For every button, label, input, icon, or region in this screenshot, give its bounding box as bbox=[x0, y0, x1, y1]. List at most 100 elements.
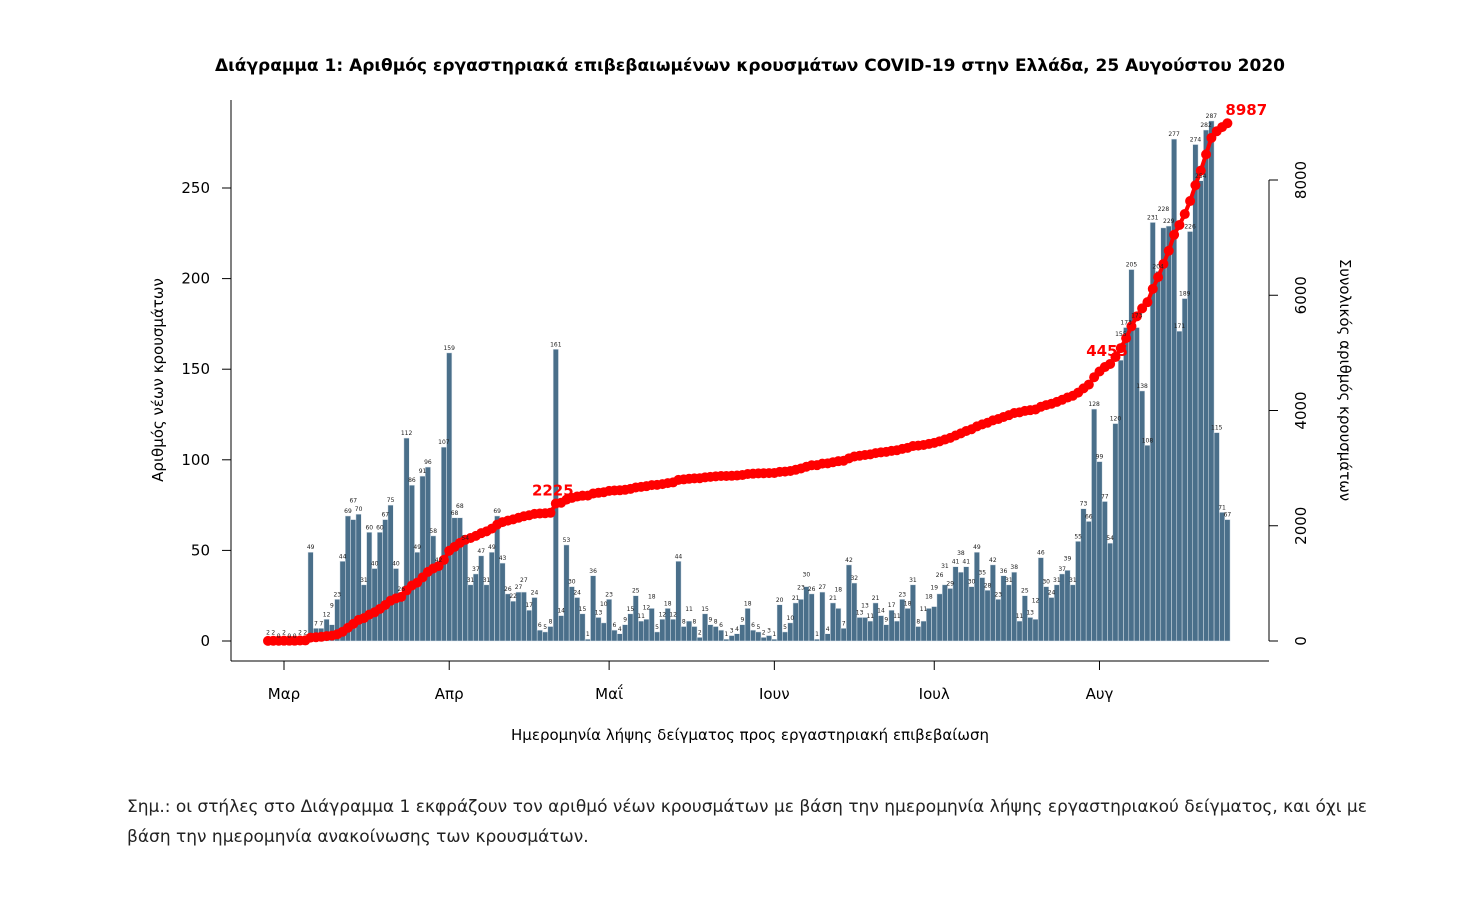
bar bbox=[472, 573, 479, 642]
bar bbox=[616, 633, 623, 642]
bar-label: 23 bbox=[605, 591, 613, 598]
bar-label: 27 bbox=[818, 584, 826, 591]
bar bbox=[424, 466, 431, 642]
bar bbox=[894, 620, 900, 642]
bar-label: 23 bbox=[333, 591, 341, 598]
bar-label: 18 bbox=[925, 593, 933, 600]
bar-label: 6 bbox=[538, 622, 542, 629]
y2-tick-label: 0 bbox=[1292, 636, 1310, 646]
bar-label: 11 bbox=[920, 606, 928, 613]
bar-label: 205 bbox=[1126, 262, 1138, 269]
bar-label: 2 bbox=[271, 629, 275, 636]
bar-label: 17 bbox=[888, 602, 896, 609]
bar bbox=[744, 608, 751, 642]
bar-label: 40 bbox=[392, 561, 400, 568]
bar bbox=[387, 504, 394, 642]
bar bbox=[1011, 571, 1018, 642]
bar-label: 31 bbox=[941, 563, 949, 570]
bar-label: 32 bbox=[850, 575, 858, 582]
bar-label: 91 bbox=[419, 468, 427, 475]
bar bbox=[702, 613, 708, 642]
y-tick-label: 250 bbox=[181, 179, 210, 197]
x-tick-label: Απρ bbox=[435, 685, 464, 703]
bar bbox=[1005, 584, 1012, 642]
bar bbox=[808, 593, 815, 642]
bar bbox=[590, 575, 597, 642]
bar bbox=[462, 542, 469, 642]
bar bbox=[504, 593, 511, 642]
bar-label: 2 bbox=[298, 629, 302, 636]
bar bbox=[499, 562, 506, 642]
bar-label: 171 bbox=[1174, 323, 1186, 330]
bar-label: 226 bbox=[1184, 223, 1196, 230]
bar bbox=[1208, 120, 1215, 642]
bar-label: 42 bbox=[845, 557, 853, 564]
bar-label: 27 bbox=[520, 577, 528, 584]
bar-label: 37 bbox=[1058, 566, 1066, 573]
bar-label: 12 bbox=[1032, 597, 1040, 604]
bar bbox=[712, 626, 719, 642]
bar-label: 14 bbox=[877, 608, 885, 615]
bar bbox=[536, 629, 543, 642]
bar bbox=[1016, 620, 1023, 642]
bar bbox=[995, 599, 1002, 642]
bar bbox=[611, 629, 618, 642]
bar bbox=[1213, 432, 1220, 642]
bar bbox=[606, 599, 613, 642]
cumulative-point bbox=[1147, 283, 1158, 294]
bar bbox=[973, 551, 980, 642]
bar bbox=[920, 620, 927, 642]
bar-label: 21 bbox=[792, 595, 800, 602]
bar-label: 66 bbox=[1085, 513, 1093, 520]
bar bbox=[1139, 390, 1146, 642]
y-tick-label: 50 bbox=[191, 541, 210, 559]
bar bbox=[654, 631, 661, 642]
bar-label: 4 bbox=[735, 626, 739, 633]
bar-label: 31 bbox=[467, 577, 475, 584]
bar bbox=[1096, 461, 1103, 642]
bar bbox=[377, 532, 383, 642]
cumulative-annotation: 8987 bbox=[1225, 101, 1267, 119]
bar bbox=[1197, 180, 1204, 642]
bar bbox=[883, 624, 890, 642]
bar bbox=[1224, 519, 1231, 642]
bar-label: 115 bbox=[1211, 425, 1223, 432]
bar-label: 3 bbox=[767, 628, 771, 635]
bar-label: 20 bbox=[776, 597, 784, 604]
bar-label: 12 bbox=[643, 604, 651, 611]
bar-label: 9 bbox=[623, 617, 627, 624]
bar bbox=[1144, 445, 1151, 642]
bar bbox=[1075, 541, 1082, 642]
cumulative-point bbox=[1201, 149, 1212, 160]
bar-label: 38 bbox=[957, 550, 965, 557]
y-axis-label: Αριθμός νέων κρουσμάτων bbox=[149, 278, 167, 482]
bar bbox=[766, 635, 772, 642]
bar bbox=[915, 626, 922, 642]
bar bbox=[824, 633, 831, 642]
bar bbox=[792, 602, 799, 642]
bars bbox=[265, 120, 1231, 642]
bar-label: 25 bbox=[632, 588, 640, 595]
bar-label: 86 bbox=[408, 477, 416, 484]
bar-label: 47 bbox=[477, 548, 485, 555]
bar-label: 5 bbox=[783, 624, 787, 631]
bar-label: 69 bbox=[493, 508, 501, 515]
bar-label: 53 bbox=[563, 537, 571, 544]
bar-label: 24 bbox=[573, 590, 581, 597]
bar-label: 1 bbox=[724, 631, 728, 638]
cumulative-point bbox=[1169, 229, 1180, 240]
bar-label: 30 bbox=[568, 579, 576, 586]
bar bbox=[904, 608, 911, 642]
y2-axis-label: Συνολικός αριθμός κρουσμάτων bbox=[1336, 259, 1354, 501]
bar-label: 23 bbox=[898, 591, 906, 598]
y2-tick-label: 6000 bbox=[1292, 276, 1310, 314]
bar-label: 173 bbox=[1131, 313, 1143, 320]
bar-label: 46 bbox=[1037, 550, 1045, 557]
bar bbox=[1101, 501, 1108, 642]
bar-label: 13 bbox=[861, 602, 869, 609]
bar-label: 13 bbox=[1026, 609, 1034, 616]
bar-label: 9 bbox=[740, 617, 744, 624]
bar-label: 77 bbox=[1101, 493, 1109, 500]
bar bbox=[787, 622, 794, 642]
bar-label: 36 bbox=[589, 568, 597, 575]
